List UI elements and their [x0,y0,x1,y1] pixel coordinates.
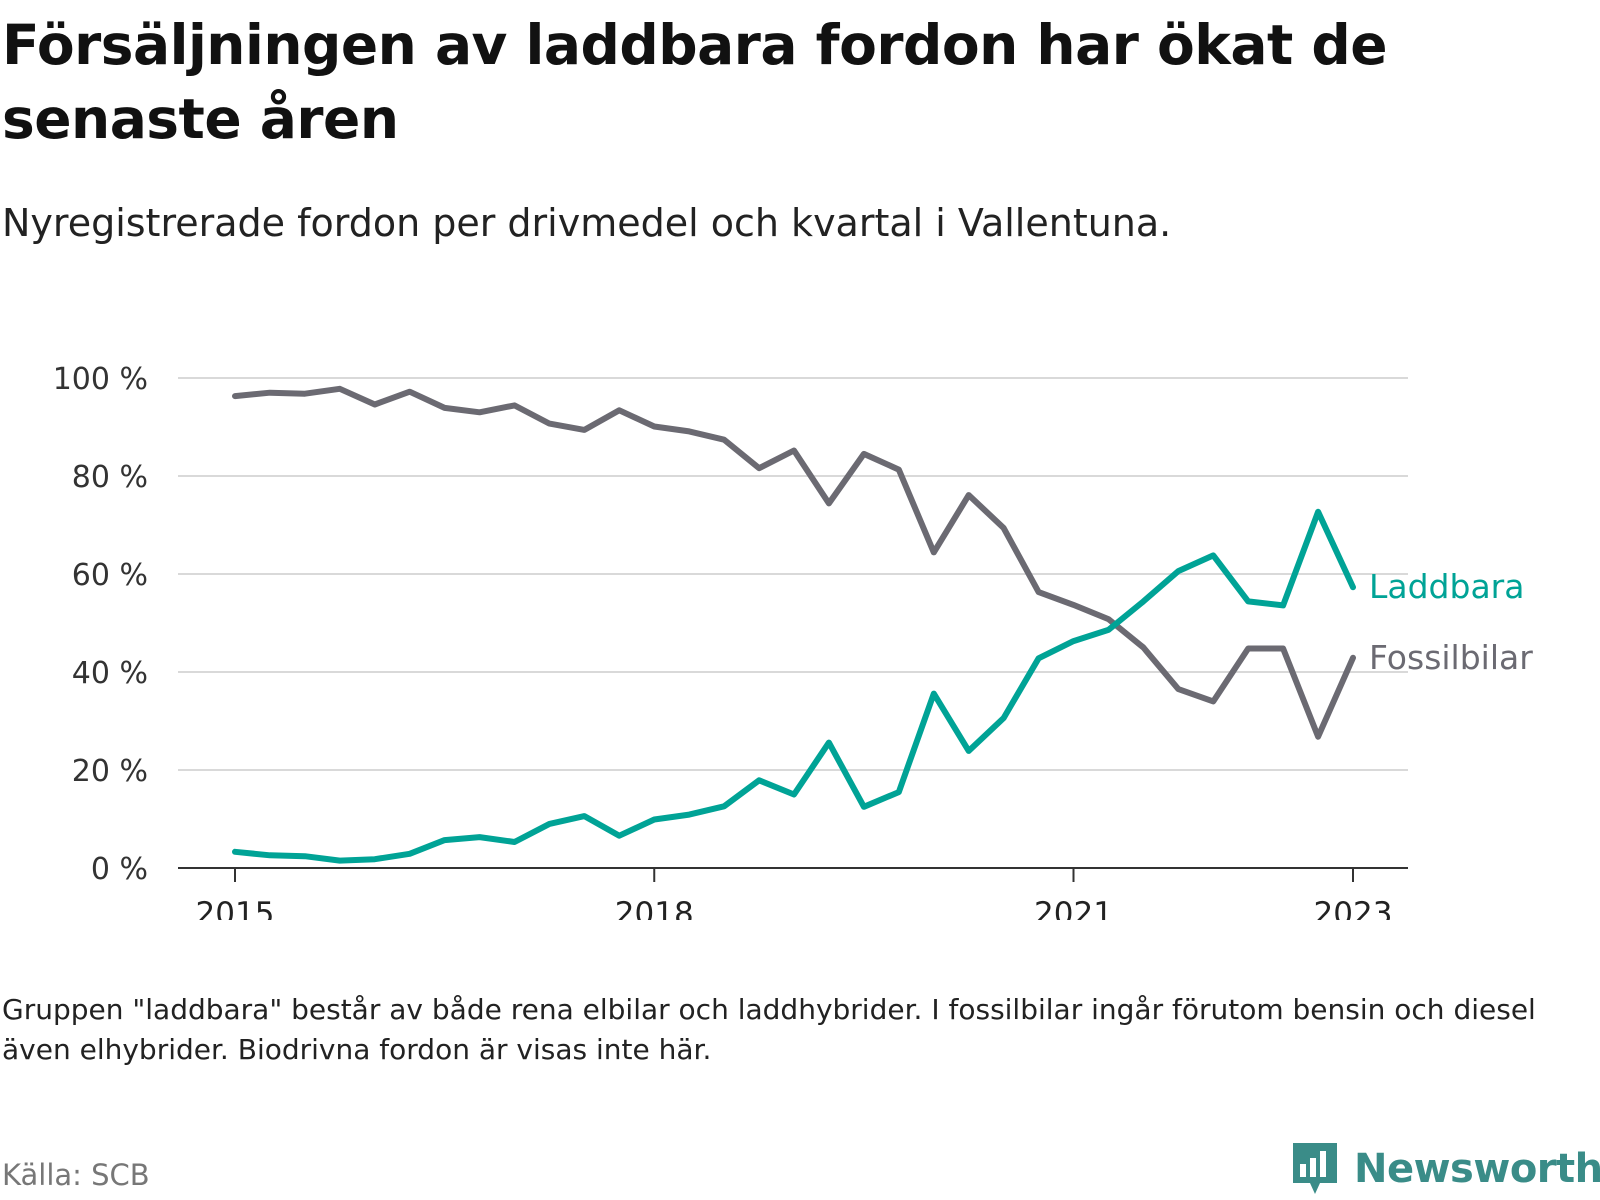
line-chart: 0 % 20 % 40 % 60 % 80 % 100 % 2015 2018 2021 202… [53,362,1534,920]
y-tick-label: 100 % [53,362,148,397]
x-tick-label: 2023 [1314,896,1393,920]
y-tick-label: 40 % [72,656,148,691]
series-label-fossilbilar: Fossilbilar [1369,638,1533,677]
chart-subtitle: Nyregistrerade fordon per drivmedel och … [2,201,1172,245]
series-line-fossilbilar [232,385,1356,740]
series-line-laddbara [232,508,1356,864]
series-label-laddbara: Laddbara [1369,567,1524,606]
source-label: Källa: SCB [2,1158,150,1192]
y-tick-label: 20 % [72,754,148,789]
series-labels: Fossilbilar Laddbara [1369,567,1533,677]
x-axis: 2015 2018 2021 2023 [178,867,1408,920]
chart-title: Försäljningen av laddbara fordon har öka… [2,13,1388,151]
y-tick-label: 80 % [72,460,148,495]
footnote: Gruppen "laddbara" består av både rena e… [2,993,1536,1066]
y-axis-ticks: 0 % 20 % 40 % 60 % 80 % 100 % [53,362,148,887]
newsworthy-logo-icon [1293,1143,1337,1194]
brand-logo: Newsworthy [1290,1140,1600,1198]
grid-lines [178,377,1408,771]
x-tick-label: 2018 [615,896,694,920]
x-tick-label: 2021 [1034,896,1113,920]
brand-name: Newsworthy [1354,1146,1600,1192]
x-tick-label: 2015 [196,896,275,920]
series-lines [232,385,1356,864]
y-tick-label: 0 % [91,852,148,887]
y-tick-label: 60 % [72,558,148,593]
